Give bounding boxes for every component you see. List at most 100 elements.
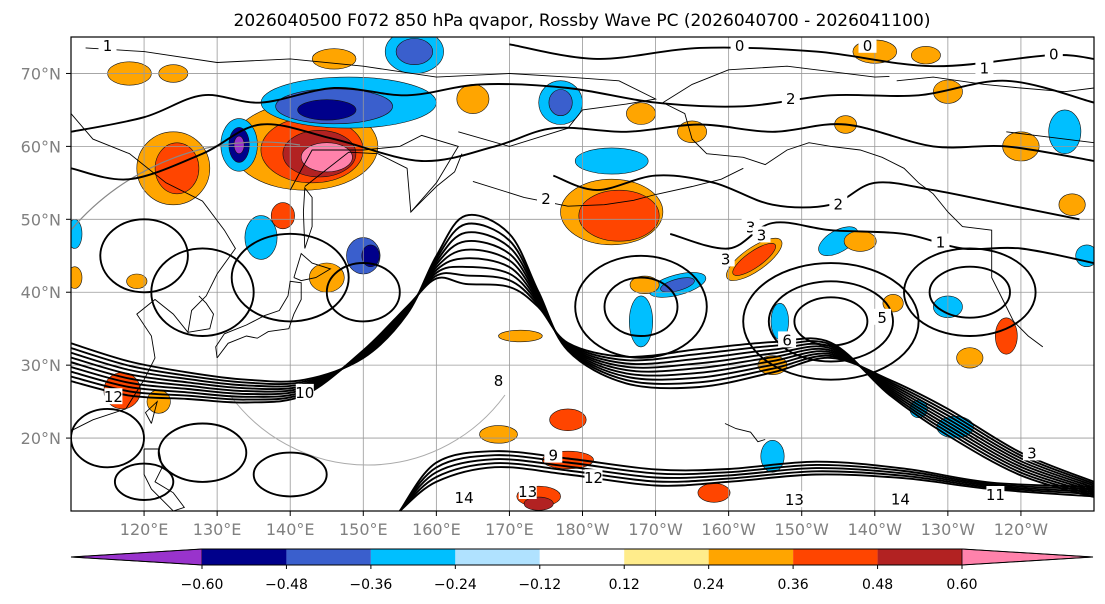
colorbar-tick-label: 0.36 bbox=[778, 577, 809, 593]
contour-line bbox=[71, 231, 1094, 487]
lon-tick-label: 140°W bbox=[848, 520, 903, 539]
contour-label: 1 bbox=[980, 59, 990, 77]
contour-label-bg bbox=[730, 37, 749, 53]
lon-tick-label: 180°W bbox=[555, 520, 610, 539]
anomaly-patch bbox=[843, 230, 877, 252]
colorbar-segment bbox=[877, 549, 962, 565]
colorbar-tick-label: −0.48 bbox=[265, 577, 308, 593]
anomaly-patch bbox=[479, 425, 518, 444]
anomaly-patch bbox=[882, 294, 904, 313]
anomaly-patch bbox=[628, 295, 653, 348]
lon-tick-label: 130°W bbox=[921, 520, 976, 539]
anomaly-patch bbox=[911, 46, 941, 65]
contour-label: 12 bbox=[104, 388, 123, 406]
coastline bbox=[410, 153, 463, 213]
lon-tick-label: 120°E bbox=[120, 520, 169, 539]
contour-label: 2 bbox=[834, 196, 844, 214]
contour-label-bg bbox=[931, 233, 950, 250]
contour-line bbox=[71, 257, 1094, 493]
contour-loop bbox=[71, 407, 145, 469]
lon-tick-label: 120°W bbox=[994, 520, 1049, 539]
contour-label: 8 bbox=[494, 372, 504, 390]
contour-line bbox=[71, 239, 1094, 489]
contour-label-bg bbox=[752, 226, 771, 243]
great-circle-arc bbox=[71, 141, 301, 231]
lon-tick-label: 170°E bbox=[485, 520, 534, 539]
colorbar-segment bbox=[455, 549, 540, 565]
contour-loop bbox=[574, 254, 708, 359]
contour-label-bg bbox=[584, 469, 603, 486]
contour-label-bg bbox=[778, 331, 797, 348]
contour-line bbox=[669, 221, 1094, 265]
anomaly-patch bbox=[1048, 109, 1082, 155]
contour-line bbox=[71, 79, 1094, 133]
coastline bbox=[293, 252, 332, 282]
colorbar-tick-label: 0.48 bbox=[862, 577, 893, 593]
anomaly-patch bbox=[548, 89, 573, 117]
contour-label-bg bbox=[975, 59, 994, 76]
contour-label: 6 bbox=[782, 331, 792, 349]
contour-label: 1 bbox=[936, 234, 946, 252]
contour-label: 14 bbox=[455, 489, 474, 507]
contour-label-bg bbox=[986, 486, 1005, 502]
map-title: 2026040500 F072 850 hPa qvapor, Rossby W… bbox=[234, 11, 931, 31]
anomaly-patch bbox=[300, 142, 353, 173]
coastline bbox=[143, 448, 186, 511]
rossby-wave-contours bbox=[71, 43, 1094, 511]
contour-loop bbox=[903, 247, 1037, 337]
lon-tick-label: 150°E bbox=[339, 520, 388, 539]
latitude-axis: 20°N 30°N 40°N 50°N 60°N 70°N bbox=[21, 65, 71, 448]
anomaly-patch bbox=[126, 273, 148, 289]
anomaly-patch bbox=[71, 219, 83, 249]
colorbar-segment bbox=[624, 549, 709, 565]
lon-tick-label: 170°W bbox=[628, 520, 683, 539]
anomaly-patch bbox=[818, 226, 859, 256]
lon-tick-label: 160°E bbox=[412, 520, 461, 539]
contour-line bbox=[399, 454, 1094, 511]
contour-label-bg bbox=[716, 250, 735, 267]
anomaly-patch bbox=[677, 120, 708, 144]
anomaly-patch bbox=[311, 48, 357, 70]
coastline bbox=[289, 134, 459, 214]
contour-label: 13 bbox=[785, 491, 804, 509]
colorbar-min-extension bbox=[70, 548, 203, 566]
contour-label-bg bbox=[455, 488, 474, 505]
contour-label-bg bbox=[1022, 444, 1041, 461]
lat-tick-label: 70°N bbox=[21, 65, 61, 84]
contour-label-bg bbox=[829, 195, 848, 212]
anomaly-patch bbox=[732, 243, 776, 276]
anomaly-patch bbox=[270, 202, 295, 230]
anomaly-patch bbox=[578, 189, 660, 242]
contour-label: 3 bbox=[757, 226, 767, 244]
anomaly-patch bbox=[361, 244, 380, 268]
coastline bbox=[144, 400, 159, 424]
contour-line bbox=[71, 213, 1094, 483]
colorbar-segment bbox=[202, 549, 287, 565]
contour-label: 3 bbox=[721, 250, 731, 268]
contour-label-bg bbox=[295, 383, 314, 400]
great-circle-arc bbox=[229, 394, 506, 466]
contour-label-bg bbox=[489, 372, 508, 389]
anomaly-patch bbox=[456, 84, 490, 114]
contour-label-bg bbox=[858, 37, 877, 53]
contour-label: 3 bbox=[746, 218, 756, 236]
anomaly-patch bbox=[154, 142, 200, 195]
lat-tick-label: 40°N bbox=[21, 283, 61, 302]
coastline bbox=[724, 423, 766, 443]
anomaly-patch bbox=[395, 38, 434, 66]
contour-label-bg bbox=[544, 446, 563, 463]
coastline bbox=[302, 186, 313, 249]
contour-line bbox=[71, 272, 1094, 497]
colorbar-tick-label: 0.60 bbox=[946, 577, 977, 593]
anomaly-patch bbox=[523, 496, 554, 511]
lat-tick-label: 20°N bbox=[21, 429, 61, 448]
contour-label: 2 bbox=[541, 190, 551, 208]
colorbar-segment bbox=[286, 549, 371, 565]
contour-loop bbox=[742, 262, 920, 381]
anomaly-patch bbox=[297, 99, 357, 121]
anomaly-patch bbox=[1058, 193, 1086, 216]
contour-label: 0 bbox=[735, 37, 745, 55]
coastline bbox=[85, 47, 658, 147]
coastline bbox=[71, 113, 236, 432]
